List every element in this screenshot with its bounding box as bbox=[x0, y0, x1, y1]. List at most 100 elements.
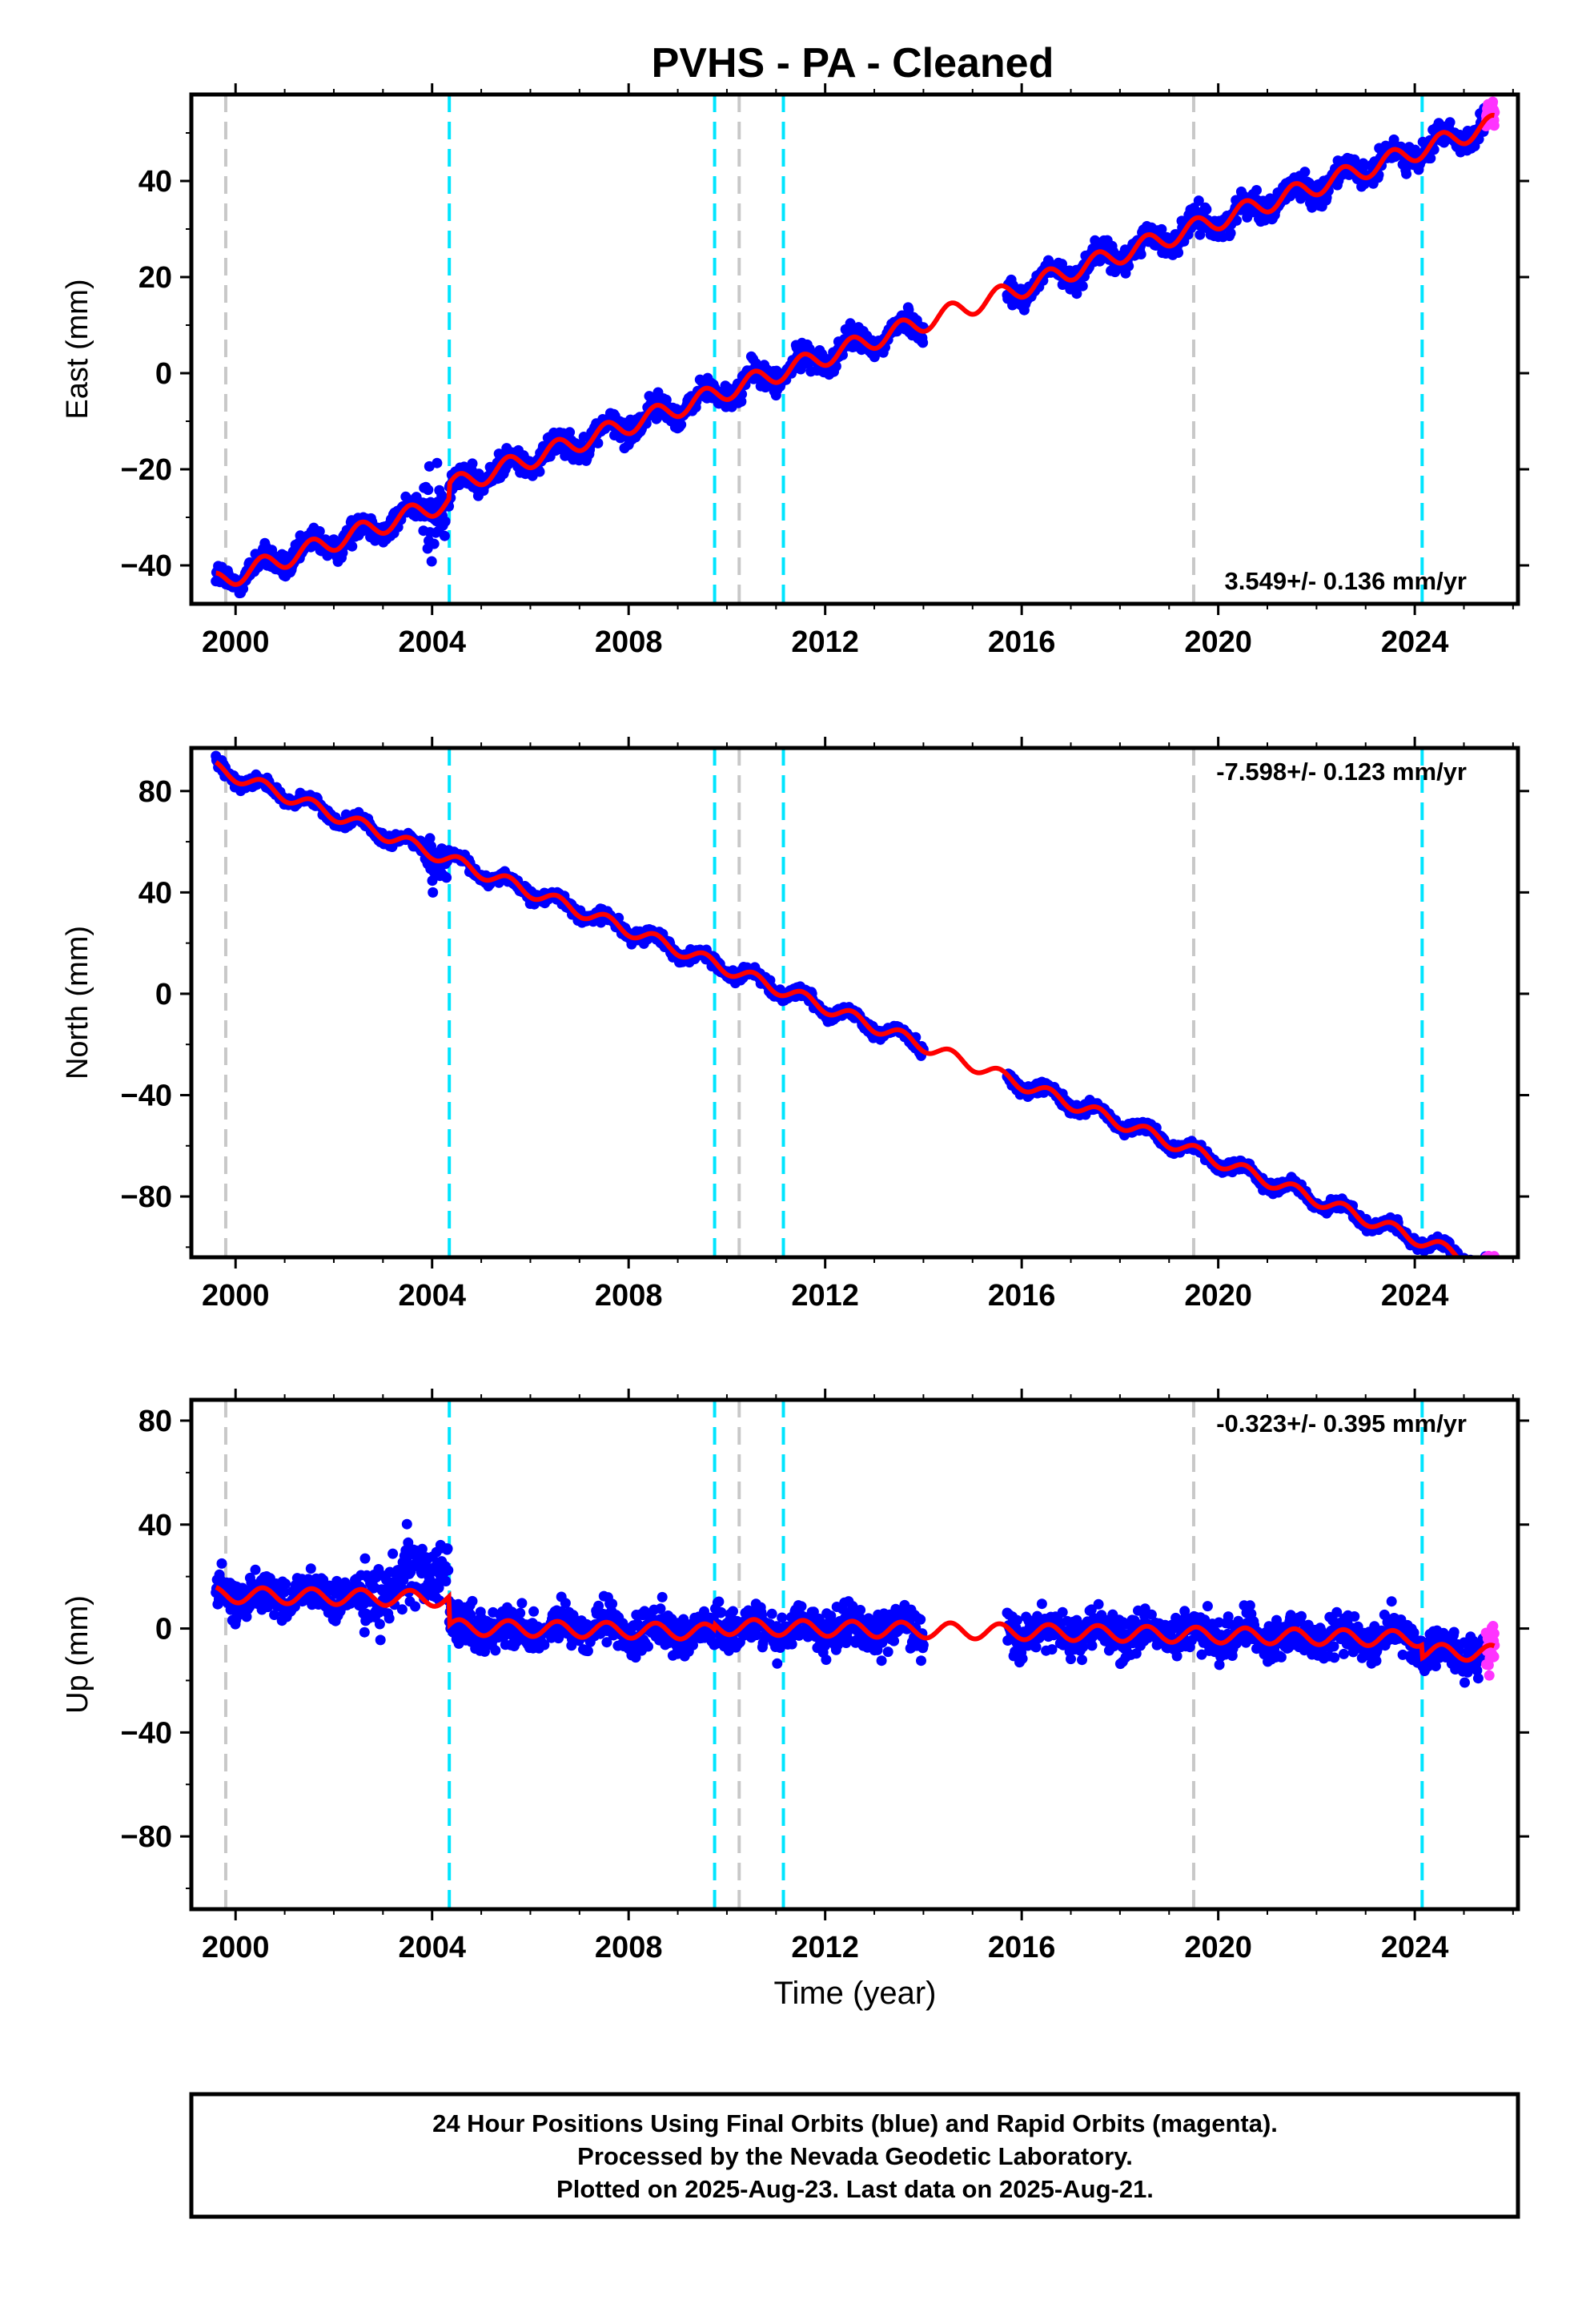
data-point bbox=[1466, 1262, 1476, 1273]
data-point bbox=[917, 337, 929, 348]
data-point bbox=[467, 458, 478, 469]
rapid-point bbox=[1488, 1265, 1498, 1276]
data-point bbox=[1475, 1259, 1485, 1269]
data-point bbox=[387, 1548, 399, 1559]
rapid-point bbox=[1481, 1259, 1492, 1269]
data-point bbox=[410, 1601, 421, 1612]
plot-area bbox=[191, 748, 1518, 1257]
y-tick-label: −40 bbox=[121, 1079, 172, 1112]
data-point bbox=[374, 1618, 385, 1630]
x-tick-label: 2008 bbox=[595, 1279, 663, 1313]
y-tick-label: −40 bbox=[121, 549, 172, 583]
y-tick-label: −20 bbox=[121, 453, 172, 487]
plot-content bbox=[211, 748, 1500, 1276]
x-tick-label: 2020 bbox=[1184, 625, 1252, 659]
data-point bbox=[305, 1563, 316, 1574]
data-point bbox=[250, 1564, 261, 1575]
rapid-point bbox=[1484, 1262, 1494, 1273]
data-point bbox=[359, 1626, 370, 1638]
data-point bbox=[428, 887, 439, 898]
data-point bbox=[1071, 288, 1082, 300]
data-point bbox=[1473, 1260, 1484, 1270]
data-point bbox=[426, 556, 437, 567]
data-point bbox=[1470, 1261, 1480, 1271]
y-tick-label: 40 bbox=[139, 165, 172, 199]
data-point bbox=[432, 457, 443, 468]
data-point bbox=[467, 1595, 478, 1606]
data-point bbox=[443, 1565, 454, 1576]
data-point bbox=[375, 1634, 386, 1646]
chart-title: PVHS - PA - Cleaned bbox=[652, 40, 1054, 86]
model-curve bbox=[215, 112, 1495, 587]
rapid-point bbox=[1488, 1258, 1499, 1269]
data-point bbox=[1464, 1263, 1475, 1273]
data-point bbox=[428, 538, 440, 549]
rate-label: 3.549+/- 0.136 mm/yr bbox=[1225, 567, 1467, 595]
data-point bbox=[1468, 1263, 1479, 1273]
data-point bbox=[1201, 204, 1212, 215]
rapid-point bbox=[1488, 120, 1500, 131]
plot-content bbox=[211, 94, 1500, 604]
x-tick-label: 2012 bbox=[791, 1279, 859, 1313]
rapid-point bbox=[1487, 1262, 1497, 1273]
rate-label: -7.598+/- 0.123 mm/yr bbox=[1216, 758, 1467, 786]
data-point bbox=[1467, 1261, 1477, 1272]
data-point bbox=[903, 304, 914, 316]
x-tick-label: 2000 bbox=[202, 1279, 270, 1313]
rapid-point bbox=[1485, 1261, 1496, 1271]
data-point bbox=[1225, 227, 1236, 239]
y-tick-label: 80 bbox=[139, 775, 172, 809]
data-point bbox=[534, 466, 545, 477]
data-point bbox=[1299, 167, 1311, 178]
data-point bbox=[359, 1553, 371, 1564]
plot-content bbox=[211, 1400, 1500, 1909]
data-point bbox=[216, 1558, 227, 1569]
rapid-point bbox=[1488, 96, 1499, 107]
data-point bbox=[347, 541, 358, 552]
data-point bbox=[1401, 168, 1412, 179]
data-point bbox=[1463, 1262, 1473, 1273]
data-point bbox=[1231, 215, 1242, 226]
data-point bbox=[1425, 153, 1436, 164]
model-curve bbox=[215, 760, 1461, 1257]
data-point bbox=[1471, 1259, 1481, 1269]
data-point bbox=[1135, 249, 1146, 259]
data-point bbox=[1472, 1260, 1482, 1270]
data-point bbox=[1465, 1261, 1476, 1271]
data-point bbox=[560, 1598, 571, 1609]
x-tick-label: 2000 bbox=[202, 625, 270, 659]
data-point bbox=[1468, 1258, 1478, 1269]
data-point bbox=[1444, 117, 1456, 128]
data-point bbox=[401, 1518, 412, 1530]
plot-frame bbox=[189, 746, 1520, 1260]
y-axis-label: North (mm) bbox=[61, 926, 94, 1080]
x-tick-label: 2012 bbox=[791, 625, 859, 659]
data-point bbox=[383, 1613, 395, 1624]
y-tick-label: 0 bbox=[155, 978, 172, 1011]
data-point bbox=[1461, 1261, 1472, 1271]
data-point bbox=[314, 526, 325, 537]
data-point bbox=[607, 1598, 618, 1610]
x-tick-label: 2016 bbox=[988, 625, 1056, 659]
data-point bbox=[440, 516, 451, 527]
data-point bbox=[1195, 229, 1206, 240]
plot-area bbox=[191, 1400, 1518, 1909]
data-point bbox=[424, 833, 436, 844]
rapid-point bbox=[1488, 1260, 1498, 1270]
x-tick-label: 2024 bbox=[1381, 1279, 1449, 1313]
data-point bbox=[1464, 1264, 1474, 1274]
data-point bbox=[515, 1607, 526, 1618]
data-point bbox=[1468, 1261, 1478, 1271]
data-point bbox=[1156, 223, 1167, 235]
data-point bbox=[490, 1645, 501, 1656]
data-point bbox=[1456, 1261, 1467, 1272]
y-tick-label: 40 bbox=[139, 876, 172, 910]
data-point bbox=[440, 1576, 452, 1586]
x-tick-label: 2008 bbox=[595, 625, 663, 659]
data-point bbox=[1476, 1258, 1486, 1269]
data-point bbox=[1193, 195, 1204, 207]
x-tick-label: 2004 bbox=[398, 1279, 466, 1313]
